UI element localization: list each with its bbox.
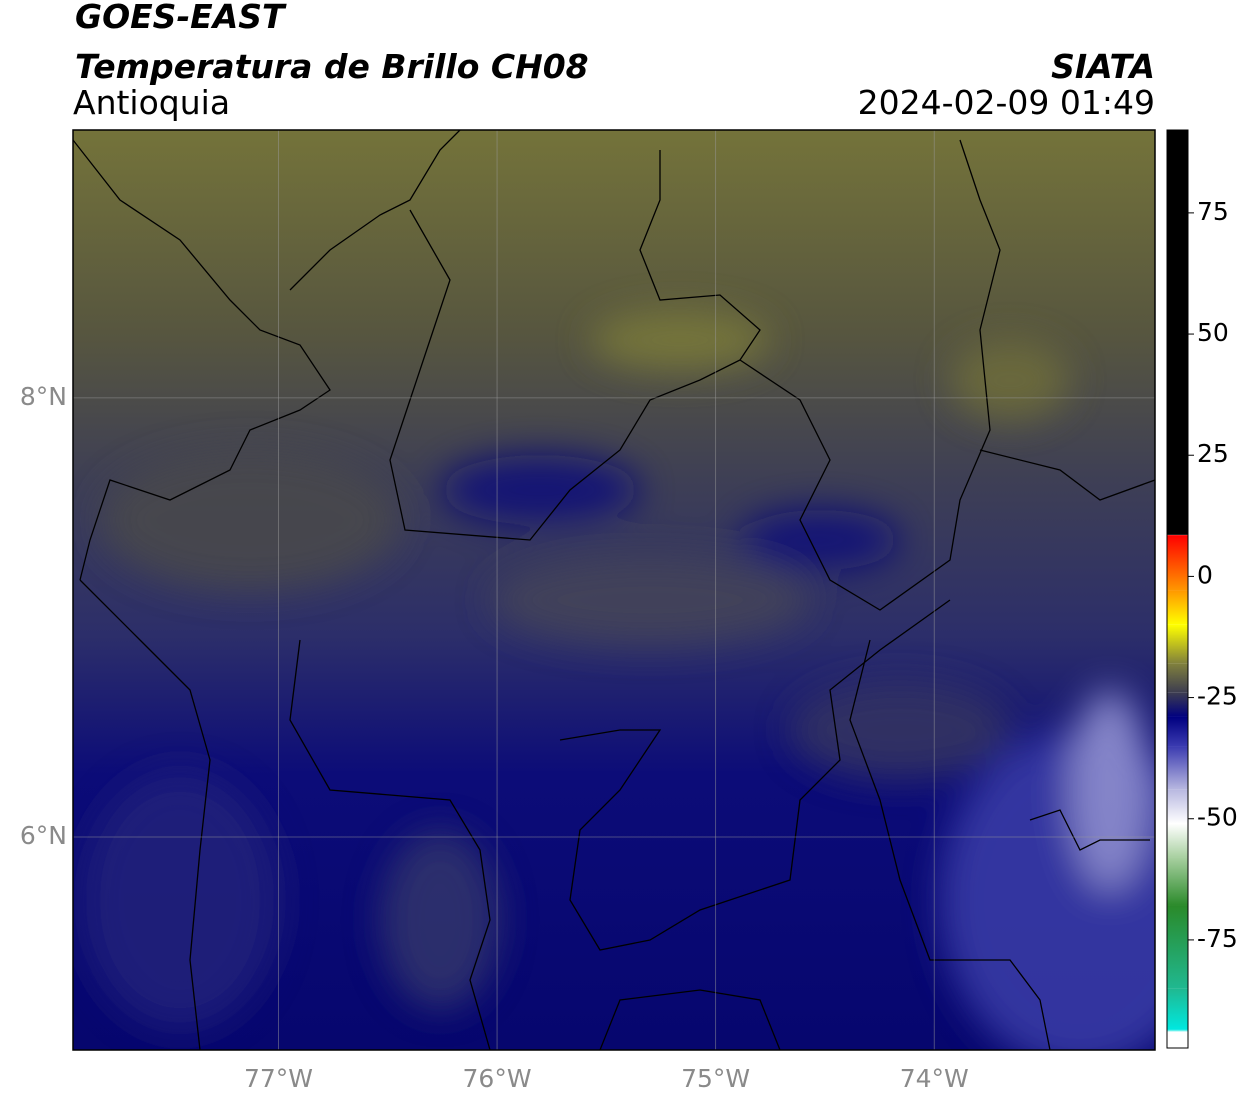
colorbar-segment xyxy=(1167,130,1188,535)
colorbar-segment xyxy=(1167,716,1188,747)
colorbar-segment xyxy=(1167,988,1188,1030)
colorbar-segment xyxy=(1167,823,1188,858)
colorbar-tick-label: 0 xyxy=(1197,560,1213,589)
y-tick-label: 8°N xyxy=(20,382,67,411)
colorbar-segment xyxy=(1167,905,1188,989)
timestamp: 2024-02-09 01:49 xyxy=(858,83,1155,122)
colorbar-tick-label: -25 xyxy=(1197,682,1238,711)
x-tick-label: 75°W xyxy=(681,1064,750,1093)
colorbar-segment xyxy=(1167,534,1188,536)
borders xyxy=(73,130,1155,1050)
agency: SIATA xyxy=(1051,47,1155,86)
region: Antioquia xyxy=(73,83,230,122)
colorbar-segment xyxy=(1167,1029,1188,1033)
colorbar: -75 -50 -25 0 25 50 75 xyxy=(1166,129,1238,1049)
chart-title: Temperatura de Brillo CH08 xyxy=(75,47,589,86)
colorbar-segment xyxy=(1167,624,1188,664)
colorbar-segment xyxy=(1167,663,1188,693)
colorbar-segment xyxy=(1167,857,1188,906)
satellite-image xyxy=(73,130,1155,1050)
colorbar-segment xyxy=(1167,789,1188,824)
colorbar-segment xyxy=(1167,692,1188,717)
colorbar-segment xyxy=(1167,746,1188,790)
colorbar-segment xyxy=(1167,1032,1188,1048)
map-frame xyxy=(72,129,1156,1051)
colorbar-segment xyxy=(1167,535,1188,591)
colorbar-tick-label: -75 xyxy=(1197,924,1238,953)
x-tick-label: 76°W xyxy=(463,1064,532,1093)
colorbar-tick-label: 50 xyxy=(1197,318,1229,347)
y-tick-label: 6°N xyxy=(20,821,67,850)
colorbar-segment xyxy=(1167,590,1188,625)
graticule xyxy=(73,130,1155,1050)
colorbar-tick-label: 25 xyxy=(1197,439,1229,468)
satellite-name: GOES-EAST xyxy=(75,0,287,36)
colorbar-tick-label: 75 xyxy=(1197,197,1229,226)
colorbar-tick-label: -50 xyxy=(1197,803,1238,832)
x-tick-label: 74°W xyxy=(900,1064,969,1093)
x-tick-label: 77°W xyxy=(244,1064,313,1093)
colorbar-frame xyxy=(1166,129,1189,1049)
